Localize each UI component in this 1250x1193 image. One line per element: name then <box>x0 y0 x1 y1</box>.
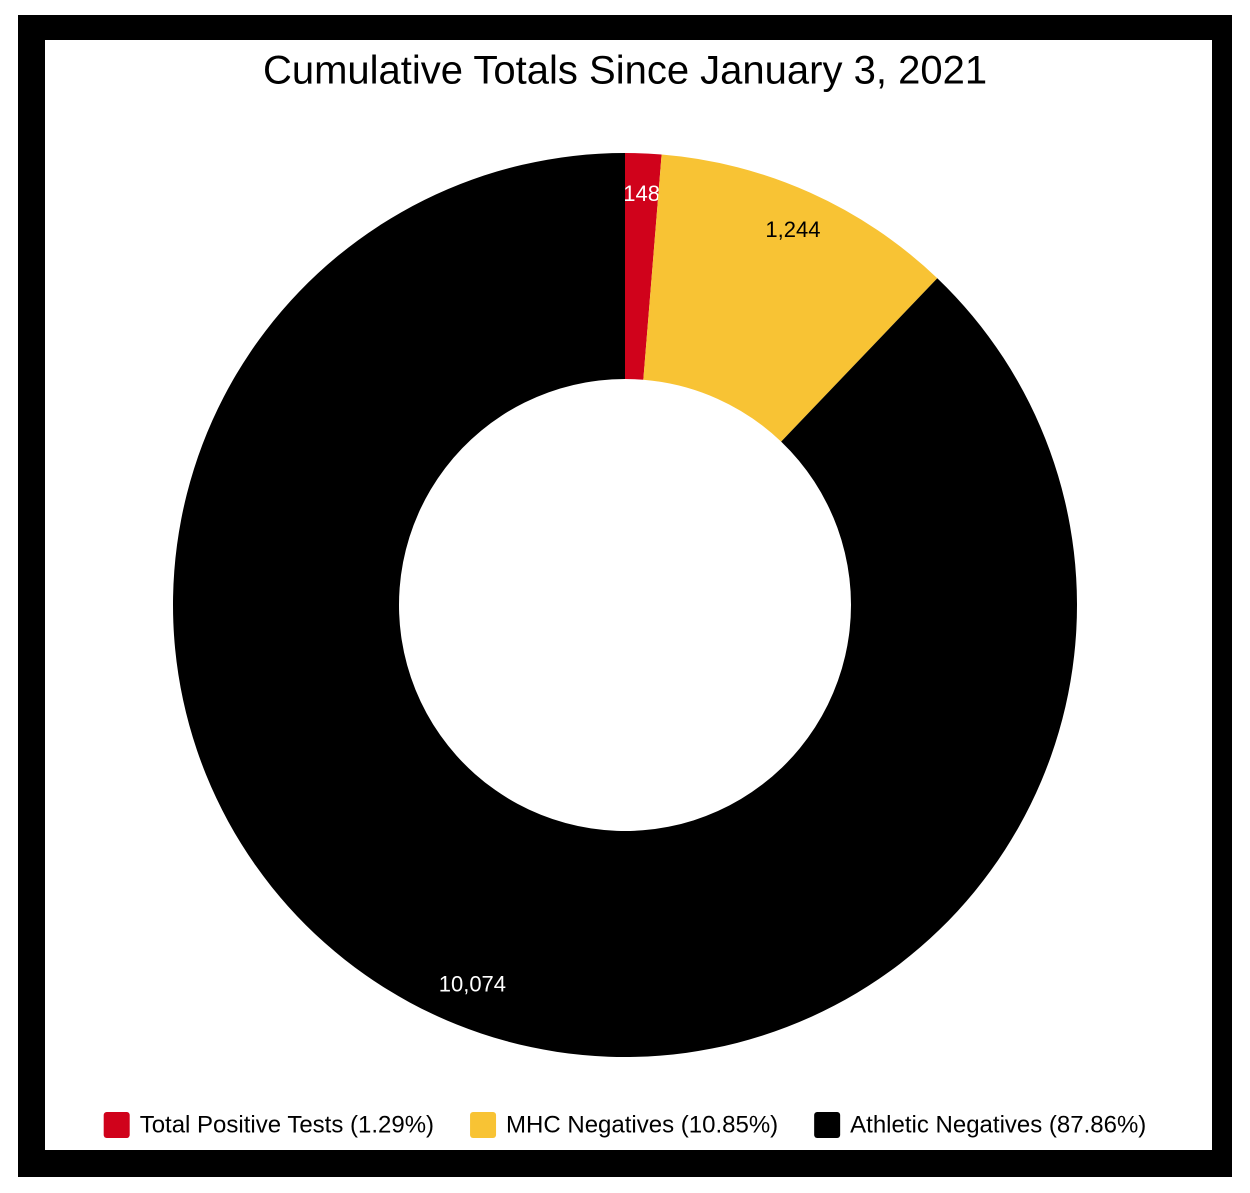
legend-label: MHC Negatives (10.85%) <box>506 1111 778 1138</box>
chart-title: Cumulative Totals Since January 3, 2021 <box>263 49 987 93</box>
donut-slice <box>643 154 938 442</box>
legend-label: Athletic Negatives (87.86%) <box>850 1111 1146 1138</box>
data-label: 1,244 <box>765 217 820 242</box>
legend-swatch <box>470 1112 497 1138</box>
legend-label: Total Positive Tests (1.29%) <box>140 1111 434 1138</box>
legend-swatch <box>103 1112 130 1138</box>
donut-slice <box>625 153 662 380</box>
legend-swatch <box>814 1112 841 1138</box>
donut-slice <box>173 153 1078 1057</box>
data-label: 148 <box>623 181 660 206</box>
data-label: 10,074 <box>439 971 506 996</box>
